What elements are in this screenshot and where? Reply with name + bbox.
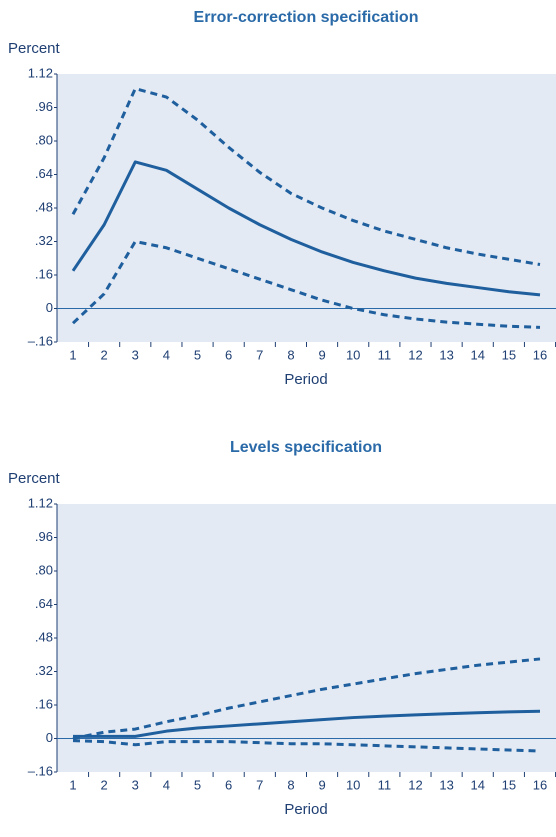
y-tick-label: 0 <box>46 730 53 745</box>
y-tick-label: .16 <box>35 266 53 281</box>
x-tick-label: 8 <box>287 777 294 792</box>
x-tick-label: 1 <box>69 777 76 792</box>
y-tick-label: .16 <box>35 696 53 711</box>
x-tick-label: 1 <box>69 347 76 362</box>
x-tick-label: 4 <box>163 777 170 792</box>
x-tick-label: 2 <box>101 347 108 362</box>
y-tick-label: 0 <box>46 300 53 315</box>
x-tick-label: 10 <box>346 347 360 362</box>
x-tick-label: 7 <box>256 347 263 362</box>
x-tick-label: 7 <box>256 777 263 792</box>
x-tick-label: 16 <box>533 347 547 362</box>
x-tick-label: 5 <box>194 347 201 362</box>
y-tick-label: .48 <box>35 629 53 644</box>
y-tick-label: 1.12 <box>28 65 53 80</box>
x-tick-label: 3 <box>132 347 139 362</box>
x-tick-label: 3 <box>132 777 139 792</box>
y-axis-label: Percent <box>8 40 61 57</box>
y-tick-label: .64 <box>35 166 53 181</box>
x-tick-label: 12 <box>408 347 422 362</box>
y-tick-label: 1.12 <box>28 495 53 510</box>
x-tick-label: 13 <box>439 777 453 792</box>
y-tick-label: .80 <box>35 132 53 147</box>
x-tick-label: 4 <box>163 347 170 362</box>
y-tick-label: .64 <box>35 596 53 611</box>
x-tick-label: 5 <box>194 777 201 792</box>
x-tick-label: 8 <box>287 347 294 362</box>
x-tick-label: 9 <box>318 777 325 792</box>
x-tick-label: 16 <box>533 777 547 792</box>
x-axis-label: Period <box>284 371 327 388</box>
y-tick-label: .32 <box>35 233 53 248</box>
y-tick-label: –.16 <box>28 333 53 348</box>
series-line <box>72 739 541 753</box>
series-line <box>71 87 541 267</box>
x-tick-label: 2 <box>101 777 108 792</box>
series-line <box>71 160 541 297</box>
x-axis-label: Period <box>284 801 327 818</box>
x-tick-label: 12 <box>408 777 422 792</box>
x-tick-label: 6 <box>225 777 232 792</box>
chart-title: Levels specification <box>230 439 382 456</box>
x-tick-label: 15 <box>502 347 516 362</box>
plot-area <box>57 504 556 772</box>
x-tick-label: 13 <box>439 347 453 362</box>
x-tick-label: 9 <box>318 347 325 362</box>
y-tick-label: .80 <box>35 562 53 577</box>
y-tick-label: .96 <box>35 99 53 114</box>
y-axis-label: Percent <box>8 470 61 487</box>
y-tick-label: .32 <box>35 663 53 678</box>
x-tick-label: 10 <box>346 777 360 792</box>
y-tick-label: .96 <box>35 529 53 544</box>
chart-title: Error-correction specification <box>194 9 419 26</box>
y-tick-label: .48 <box>35 199 53 214</box>
x-tick-label: 11 <box>378 777 392 792</box>
x-tick-label: 11 <box>378 347 392 362</box>
x-tick-label: 14 <box>470 347 484 362</box>
x-tick-label: 6 <box>225 347 232 362</box>
x-tick-label: 15 <box>502 777 516 792</box>
y-tick-label: –.16 <box>28 763 53 778</box>
series-line <box>73 709 541 738</box>
plot-area <box>57 74 556 342</box>
x-tick-label: 14 <box>470 777 484 792</box>
